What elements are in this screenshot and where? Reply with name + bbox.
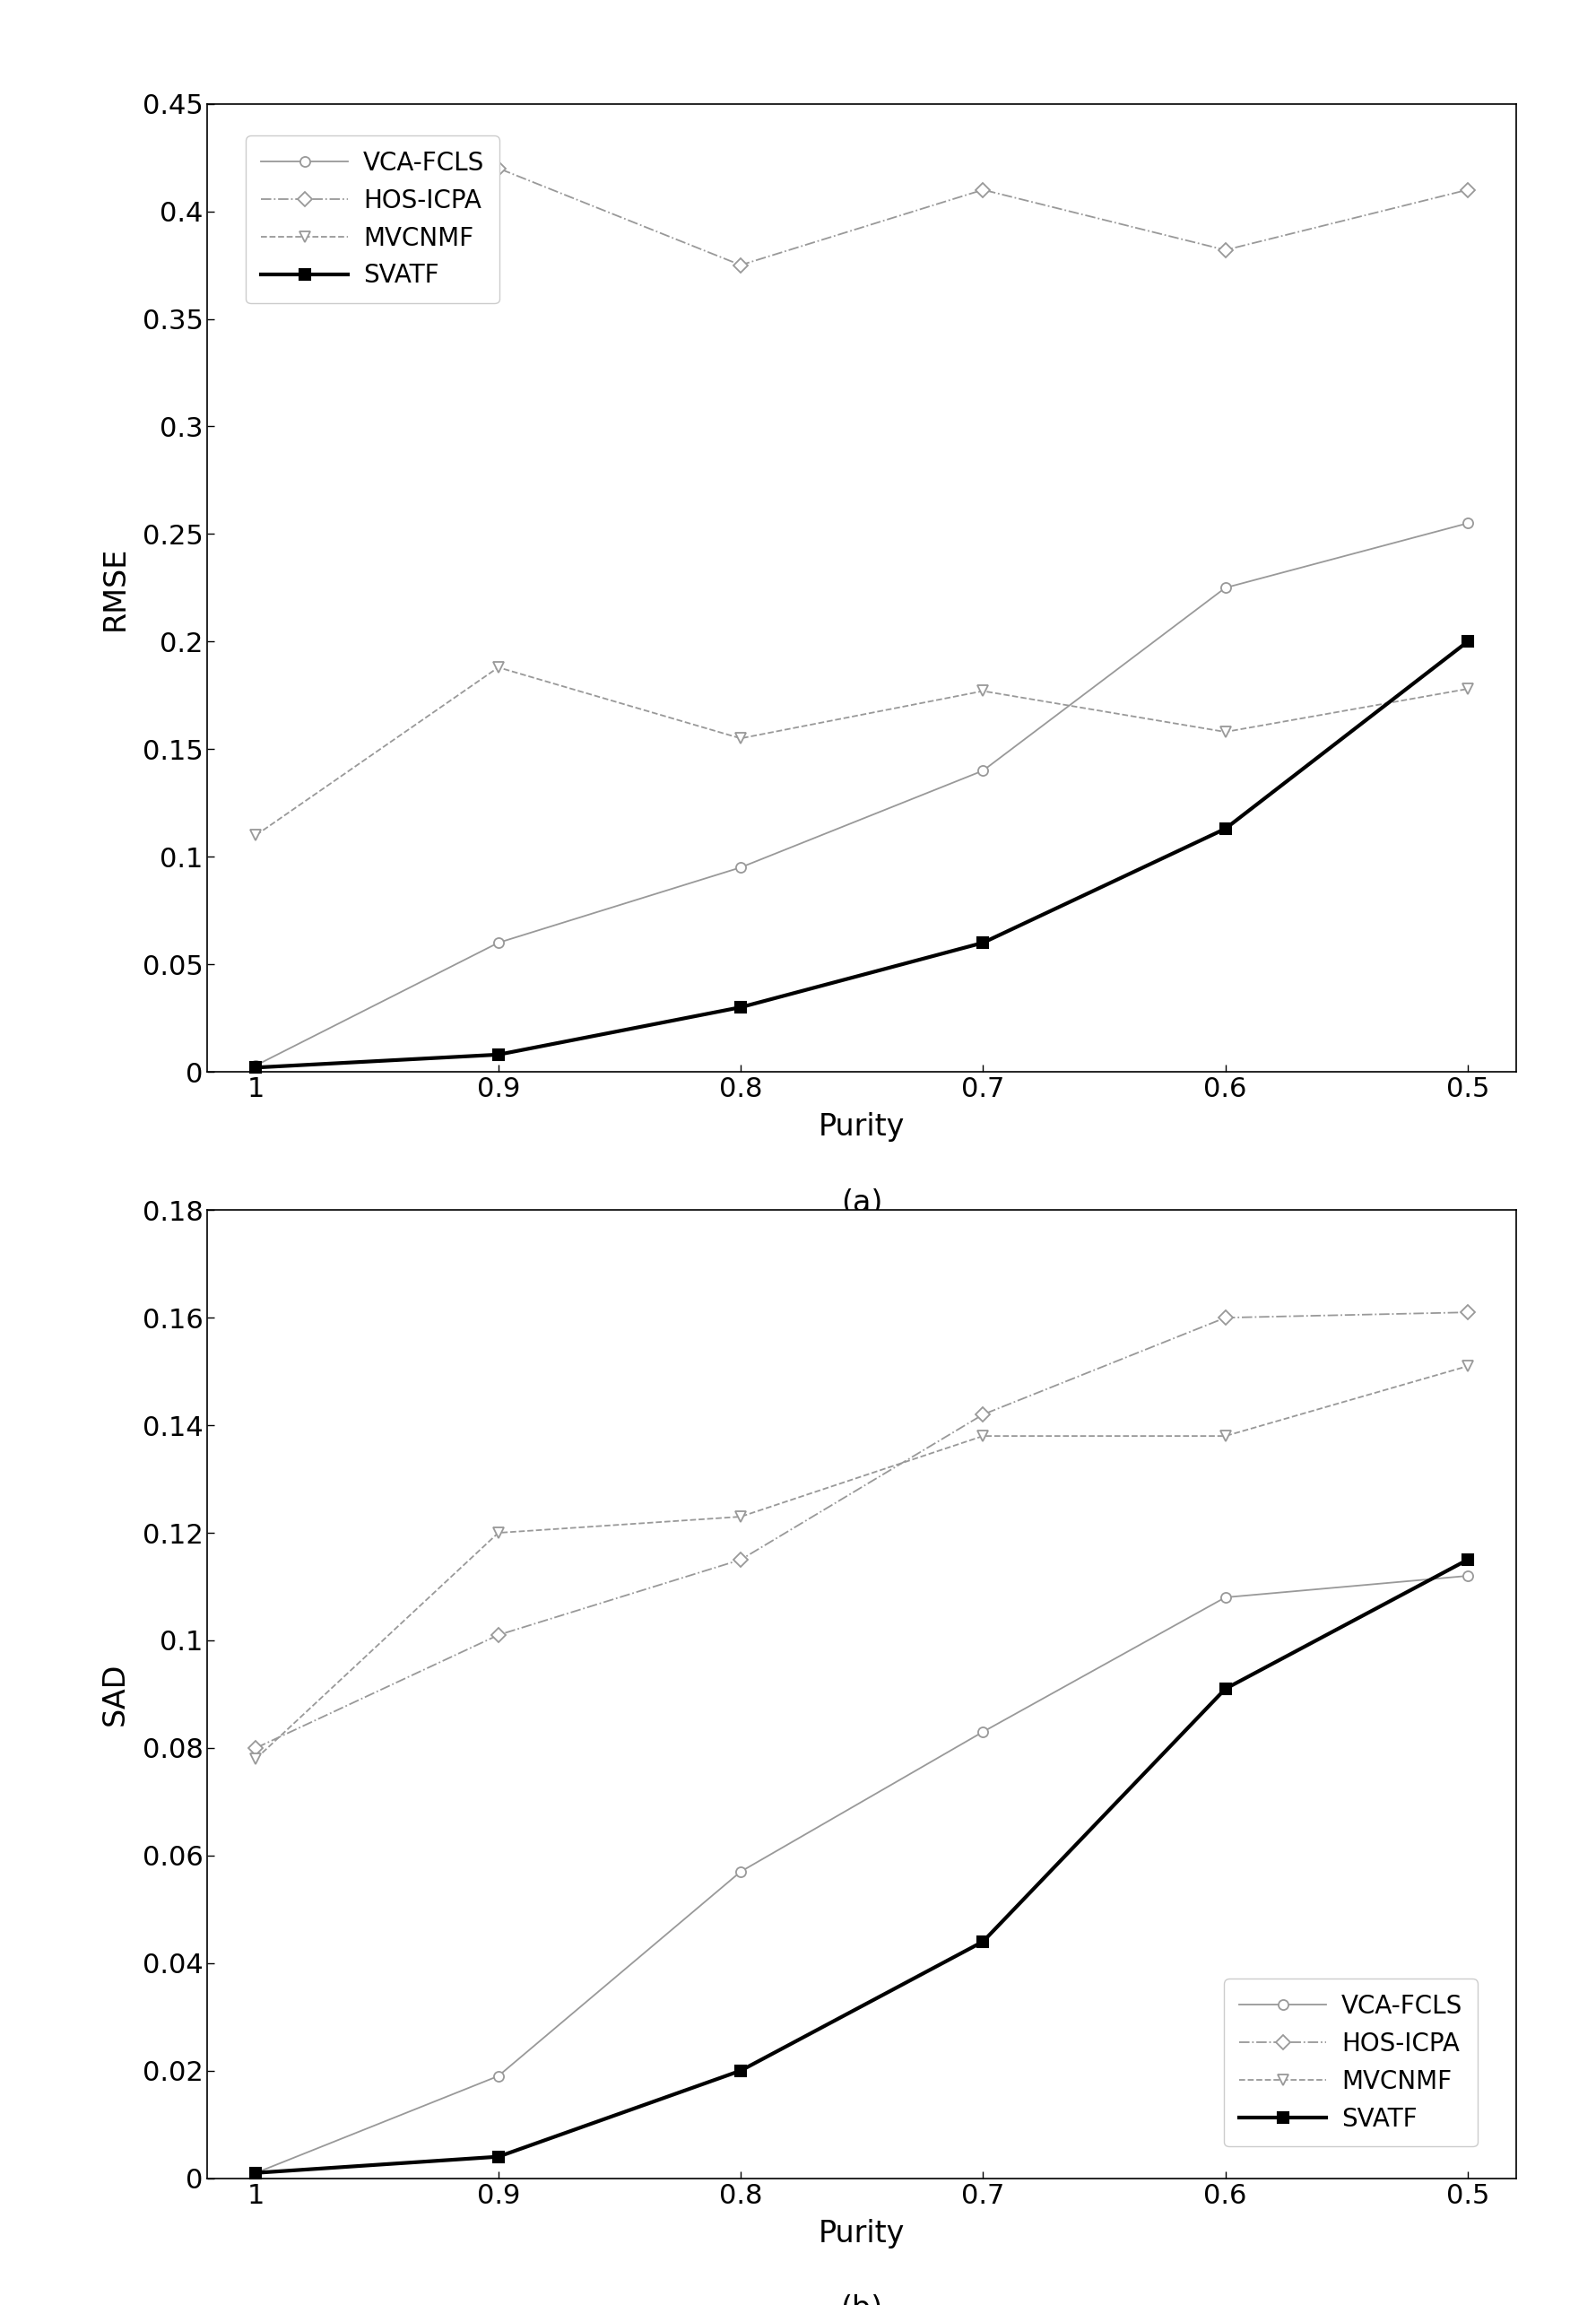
VCA-FCLS xyxy=(488,929,508,957)
VCA-FCLS xyxy=(1459,509,1478,537)
HOS-ICPA xyxy=(1459,175,1478,203)
SVATF xyxy=(1459,627,1478,655)
SVATF xyxy=(974,929,993,957)
HOS-ICPA xyxy=(488,154,508,182)
VCA-FCLS xyxy=(488,2063,508,2091)
MVCNMF xyxy=(974,1422,993,1450)
VCA-FCLS xyxy=(731,1858,750,1885)
SVATF xyxy=(731,2056,750,2084)
HOS-ICPA xyxy=(488,1620,508,1648)
SVATF xyxy=(1216,816,1235,844)
MVCNMF xyxy=(1459,1353,1478,1381)
SVATF xyxy=(246,2160,265,2187)
Line: SVATF: SVATF xyxy=(251,636,1473,1072)
HOS-ICPA xyxy=(1216,235,1235,263)
MVCNMF xyxy=(731,724,750,751)
SVATF xyxy=(488,1042,508,1070)
MVCNMF xyxy=(246,821,265,848)
SVATF xyxy=(974,1927,993,1955)
SVATF xyxy=(1216,1676,1235,1703)
Text: (a): (a) xyxy=(841,1187,883,1217)
HOS-ICPA xyxy=(1459,1298,1478,1325)
X-axis label: Purity: Purity xyxy=(819,2217,905,2247)
Line: MVCNMF: MVCNMF xyxy=(251,662,1473,839)
HOS-ICPA xyxy=(974,1401,993,1429)
SVATF xyxy=(246,1053,265,1081)
Line: VCA-FCLS: VCA-FCLS xyxy=(251,519,1473,1070)
Legend: VCA-FCLS, HOS-ICPA, MVCNMF, SVATF: VCA-FCLS, HOS-ICPA, MVCNMF, SVATF xyxy=(1224,1978,1478,2146)
VCA-FCLS xyxy=(974,756,993,784)
Line: SVATF: SVATF xyxy=(251,1556,1473,2178)
Line: HOS-ICPA: HOS-ICPA xyxy=(251,1307,1473,1752)
X-axis label: Purity: Purity xyxy=(819,1111,905,1141)
Y-axis label: RMSE: RMSE xyxy=(101,546,129,629)
Text: (b): (b) xyxy=(841,2293,883,2305)
SVATF xyxy=(488,2144,508,2171)
MVCNMF xyxy=(246,1745,265,1773)
MVCNMF xyxy=(1216,1422,1235,1450)
SVATF xyxy=(731,993,750,1021)
Line: HOS-ICPA: HOS-ICPA xyxy=(251,164,1473,270)
HOS-ICPA xyxy=(731,251,750,279)
SVATF xyxy=(1459,1547,1478,1574)
Line: MVCNMF: MVCNMF xyxy=(251,1362,1473,1763)
VCA-FCLS xyxy=(1216,1584,1235,1611)
HOS-ICPA xyxy=(731,1547,750,1574)
MVCNMF xyxy=(1459,675,1478,703)
VCA-FCLS xyxy=(1216,574,1235,602)
Legend: VCA-FCLS, HOS-ICPA, MVCNMF, SVATF: VCA-FCLS, HOS-ICPA, MVCNMF, SVATF xyxy=(246,136,500,304)
VCA-FCLS xyxy=(1459,1563,1478,1590)
Line: VCA-FCLS: VCA-FCLS xyxy=(251,1572,1473,2178)
MVCNMF xyxy=(488,1519,508,1547)
MVCNMF xyxy=(731,1503,750,1531)
VCA-FCLS xyxy=(246,2160,265,2187)
HOS-ICPA xyxy=(246,235,265,263)
MVCNMF xyxy=(488,655,508,682)
Y-axis label: SAD: SAD xyxy=(101,1662,129,1726)
MVCNMF xyxy=(974,678,993,705)
VCA-FCLS xyxy=(731,853,750,881)
VCA-FCLS xyxy=(246,1051,265,1079)
VCA-FCLS xyxy=(974,1717,993,1745)
HOS-ICPA xyxy=(1216,1305,1235,1332)
HOS-ICPA xyxy=(246,1733,265,1761)
MVCNMF xyxy=(1216,719,1235,747)
HOS-ICPA xyxy=(974,175,993,203)
